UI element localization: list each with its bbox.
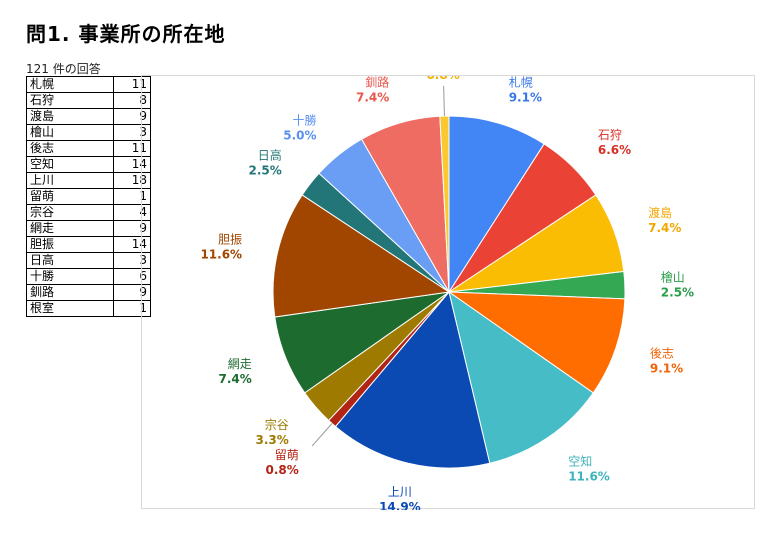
slice-percent-label: 14.9%: [379, 500, 421, 510]
pie-slice: [448, 290, 594, 464]
region-name-cell: 十勝: [26, 268, 114, 285]
slice-label: 上川: [388, 485, 412, 499]
table-row: 網走 9: [26, 220, 151, 237]
slice-percent-label: 9.1%: [650, 362, 683, 376]
table-row: 後志 11: [26, 140, 151, 157]
table-row: 釧路 9: [26, 284, 151, 301]
slice-label: 釧路: [365, 76, 389, 90]
region-name-cell: 檜山: [26, 124, 114, 141]
slice-percent-label: 9.1%: [509, 91, 542, 105]
table-row: 胆振 14: [26, 236, 151, 253]
slice-percent-label: 3.3%: [256, 433, 289, 447]
table-row: 札幌 11: [26, 76, 151, 93]
response-count-table: 札幌 11 石狩 8 渡島 9 檜山 3 後志 11 空知 14 上川 18 留萌 1 宗谷 4 網走 9 胆振 14 日高…: [26, 76, 151, 317]
slice-percent-label: 2.5%: [249, 164, 282, 178]
leader-line: [311, 423, 333, 447]
table-row: 石狩 8: [26, 92, 151, 109]
slice-label: 檜山: [661, 270, 685, 285]
region-name-cell: 胆振: [26, 236, 114, 253]
slice-label: 十勝: [292, 113, 316, 128]
slice-percent-label: 11.6%: [568, 469, 610, 483]
slice-percent-label: 11.6%: [200, 248, 242, 262]
region-name-cell: 留萌: [26, 188, 114, 205]
region-name-cell: 後志: [26, 140, 114, 157]
table-row: 上川 18: [26, 172, 151, 189]
slice-label: 胆振: [218, 233, 242, 247]
region-name-cell: 石狩: [26, 92, 114, 109]
slice-percent-label: 7.4%: [356, 91, 389, 105]
leader-line: [443, 86, 445, 117]
slice-label: 渡島: [648, 205, 672, 220]
table-row: 根室 1: [26, 300, 151, 317]
slice-label: 日高: [258, 148, 282, 163]
pie-slice: [448, 115, 545, 294]
region-name-cell: 空知: [26, 156, 114, 173]
slice-label: 石狩: [598, 127, 622, 142]
table-row: 日高 3: [26, 252, 151, 269]
region-name-cell: 根室: [26, 300, 114, 317]
pie-slice: [447, 291, 626, 394]
slice-percent-label: 6.6%: [598, 143, 631, 157]
slice-label: 空知: [568, 454, 592, 468]
pie-slice: [439, 115, 450, 293]
slice-percent-label: 5.0%: [283, 129, 316, 143]
region-name-cell: 上川: [26, 172, 114, 189]
slice-label: 宗谷: [265, 417, 289, 432]
slice-percent-label: 2.5%: [661, 286, 694, 300]
slice-label: 札幌: [509, 76, 533, 90]
region-name-cell: 札幌: [26, 76, 114, 93]
region-name-cell: 日高: [26, 252, 114, 269]
table-row: 宗谷 4: [26, 204, 151, 221]
region-name-cell: 網走: [26, 220, 114, 237]
slice-percent-label: 7.4%: [648, 221, 681, 235]
slice-percent-label: 7.4%: [219, 372, 252, 386]
slice-label: 留萌: [275, 448, 299, 462]
table-row: 渡島 9: [26, 108, 151, 125]
slice-label: 網走: [228, 357, 252, 371]
slice-percent-label: 0.8%: [426, 76, 459, 82]
table-row: 留萌 1: [26, 188, 151, 205]
region-name-cell: 渡島: [26, 108, 114, 125]
table-row: 空知 14: [26, 156, 151, 173]
slice-label: 後志: [650, 347, 674, 361]
slice-percent-label: 0.8%: [266, 463, 299, 477]
pie-slice: [272, 194, 451, 318]
region-name-cell: 釧路: [26, 284, 114, 301]
pie-chart: 札幌 9.1% 石狩 6.6% 渡島 7.4% 檜山 2.5% 後志 9.1% 空知 11.6% 上川 1…: [141, 75, 755, 510]
region-name-cell: 宗谷: [26, 204, 114, 221]
table-row: 檜山 3: [26, 124, 151, 141]
pie-chart-svg: 札幌9.1%石狩6.6%渡島7.4%檜山2.5%後志9.1%空知11.6%上川1…: [200, 76, 694, 510]
response-count: 121 件の回答: [26, 62, 101, 76]
table-row: 十勝 6: [26, 268, 151, 285]
pie-slice: [334, 290, 491, 469]
page-title: 問1. 事業所の所在地: [26, 22, 226, 46]
